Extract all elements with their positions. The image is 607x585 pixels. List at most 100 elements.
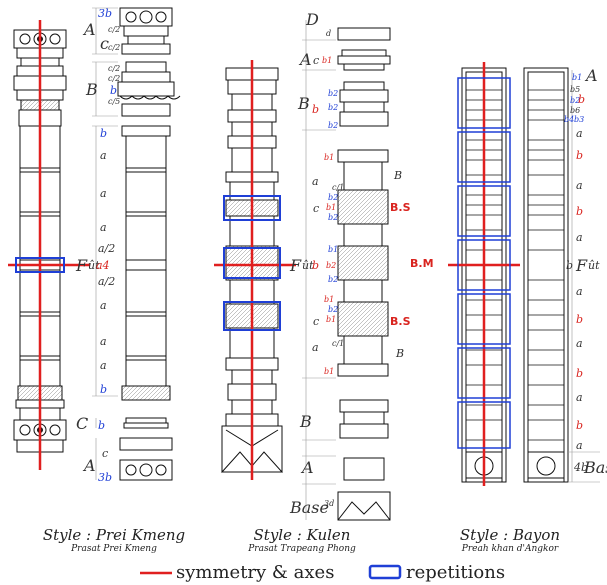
bayon-label-a-5: a (576, 391, 583, 404)
kulen-label-D: D (306, 10, 319, 29)
bayon-label-b-1: b (576, 205, 584, 218)
kulen-label-A2: A (302, 458, 314, 477)
kulen-label-b1e: b1 (326, 315, 337, 324)
pk-label-c1: c (100, 34, 109, 53)
kulen-label-c: c (313, 54, 320, 67)
pk-label-a5: a (100, 299, 107, 312)
pk-label-b1: b (110, 84, 118, 97)
bayon-label-b-4: b (576, 419, 584, 432)
kulen-label-BS-2: B.S (390, 315, 411, 328)
kulen-label-B-small-1: B (394, 169, 403, 182)
pk-label-C: C (76, 414, 89, 433)
kulen-label-B2: B (300, 412, 312, 431)
style-title-bayon: Style : Bayon (459, 526, 561, 544)
bayon-label-b-red1: b (578, 93, 586, 106)
kulen-label-b2a: b2 (328, 89, 339, 98)
kulen-label-b1b: b1 (326, 203, 337, 212)
kulen-repetition-box-3 (223, 301, 281, 331)
bayon-label-b1: b1 (572, 73, 583, 82)
bayon-label-b2: b2 (570, 96, 581, 105)
pk-label-c-half-1: c/2 (108, 25, 121, 34)
kulen-dimension-lines (302, 20, 336, 520)
kulen-label-d: d (326, 29, 332, 38)
legend: symmetry & axes repetitions (0, 562, 607, 584)
bayon-label-b-mid: b (566, 259, 574, 272)
legend-repetitions-label: repetitions (406, 562, 506, 583)
kulen-label-c1: c (313, 202, 320, 215)
bayon-label-a-2: a (576, 231, 583, 244)
kulen-label-b-red: b (312, 103, 320, 116)
kulen-label-b2d: b2 (328, 193, 339, 202)
bayon-label-ut: ût (588, 259, 600, 272)
bayon-label-4b: 4b (574, 461, 589, 474)
kulen-label-b2e: b2 (328, 213, 339, 222)
legend-axes-label: symmetry & axes (176, 562, 335, 583)
style-subtitle-prei-kmeng: Prasat Prei Kmeng (71, 544, 157, 554)
prei-kmeng-column-right (117, 7, 181, 481)
kulen-label-c2-small: c/1 (332, 339, 345, 348)
kulen-repetition-box-2 (223, 247, 281, 279)
pk-label-A2: A (84, 456, 96, 475)
pk-label-c-half-3: c/2 (108, 64, 121, 73)
pk-label-3b-top: 3b (98, 7, 113, 20)
kulen-label-c1-small: c/1 (332, 183, 345, 192)
kulen-label-3d: 3d (324, 499, 335, 508)
kulen-label-b1-top: b1 (322, 56, 333, 65)
bayon-label-a-6: a (576, 439, 583, 452)
bayon-label-b4: b4 (564, 115, 575, 124)
bayon-label-a-0: a (576, 127, 583, 140)
bayon-label-Base: Base (584, 458, 607, 477)
kulen-label-B-small-2: B (396, 347, 405, 360)
pk-label-3b-bottom: 3b (98, 471, 113, 484)
kulen-label-a2: a (312, 341, 319, 354)
kulen-label-b2f: b2 (326, 261, 337, 270)
bayon-label-F: F (576, 256, 588, 275)
pk-label-b2: b (100, 127, 108, 140)
kulen-label-c2: c (313, 315, 320, 328)
prei-kmeng-repetition-box (15, 257, 65, 273)
kulen-label-b2g: b2 (328, 275, 339, 284)
kulen-label-F: F (290, 256, 302, 275)
bayon-label-a-4: a (576, 337, 583, 350)
kulen-label-ut: ût (302, 259, 314, 272)
pk-label-b4: b (98, 419, 106, 432)
bayon-label-A: A (586, 66, 598, 85)
pk-label-A: A (84, 20, 96, 39)
kulen-label-b1d: b1 (324, 295, 335, 304)
bayon-dimension-lines (568, 70, 600, 483)
style-title-kulen: Style : Kulen (253, 526, 351, 544)
style-title-prei-kmeng: Style : Prei Kmeng (42, 526, 186, 544)
kulen-repetition-box-1 (223, 195, 281, 221)
kulen-label-Base: Base (290, 498, 329, 517)
pk-label-a7: a (100, 359, 107, 372)
bayon-label-b6: b6 (570, 106, 581, 115)
bayon-column-right (523, 67, 569, 483)
bayon-label-b-0: b (576, 149, 584, 162)
kulen-column-right (337, 27, 391, 521)
pk-label-a2: a (100, 187, 107, 200)
style-subtitle-bayon: Preah khan d'Angkor (461, 544, 559, 554)
kulen-label-BM: B.M (410, 257, 434, 270)
kulen-label-b1f: b1 (324, 367, 335, 376)
pk-label-c2: c (102, 447, 109, 460)
style-subtitle-kulen: Prasat Trapeang Phong (248, 544, 356, 554)
bayon-label-a-1: a (576, 179, 583, 192)
kulen-label-b2c: b2 (328, 121, 339, 130)
pk-label-c-half-4: c/2 (108, 74, 121, 83)
kulen-label-b-mid: b (312, 259, 320, 272)
pk-label-c-half-2: c/2 (108, 43, 121, 52)
legend-repetitions-swatch (368, 564, 402, 580)
pk-label-a-half-1: a/2 (98, 242, 116, 255)
pk-label-c-half-5: c/5 (108, 97, 121, 106)
pk-label-a-half-2: a/2 (98, 275, 116, 288)
kulen-label-b2h: b2 (328, 305, 339, 314)
kulen-label-b1c: b1 (328, 245, 339, 254)
kulen-label-A: A (300, 50, 312, 69)
pk-label-a3: a (100, 221, 107, 234)
prei-kmeng-dimension-lines (92, 7, 118, 480)
kulen-label-b1a: b1 (324, 153, 335, 162)
bayon-repetition-boxes (457, 77, 511, 449)
kulen-label-b2b: b2 (328, 103, 339, 112)
kulen-label-BS-1: B.S (390, 201, 411, 214)
